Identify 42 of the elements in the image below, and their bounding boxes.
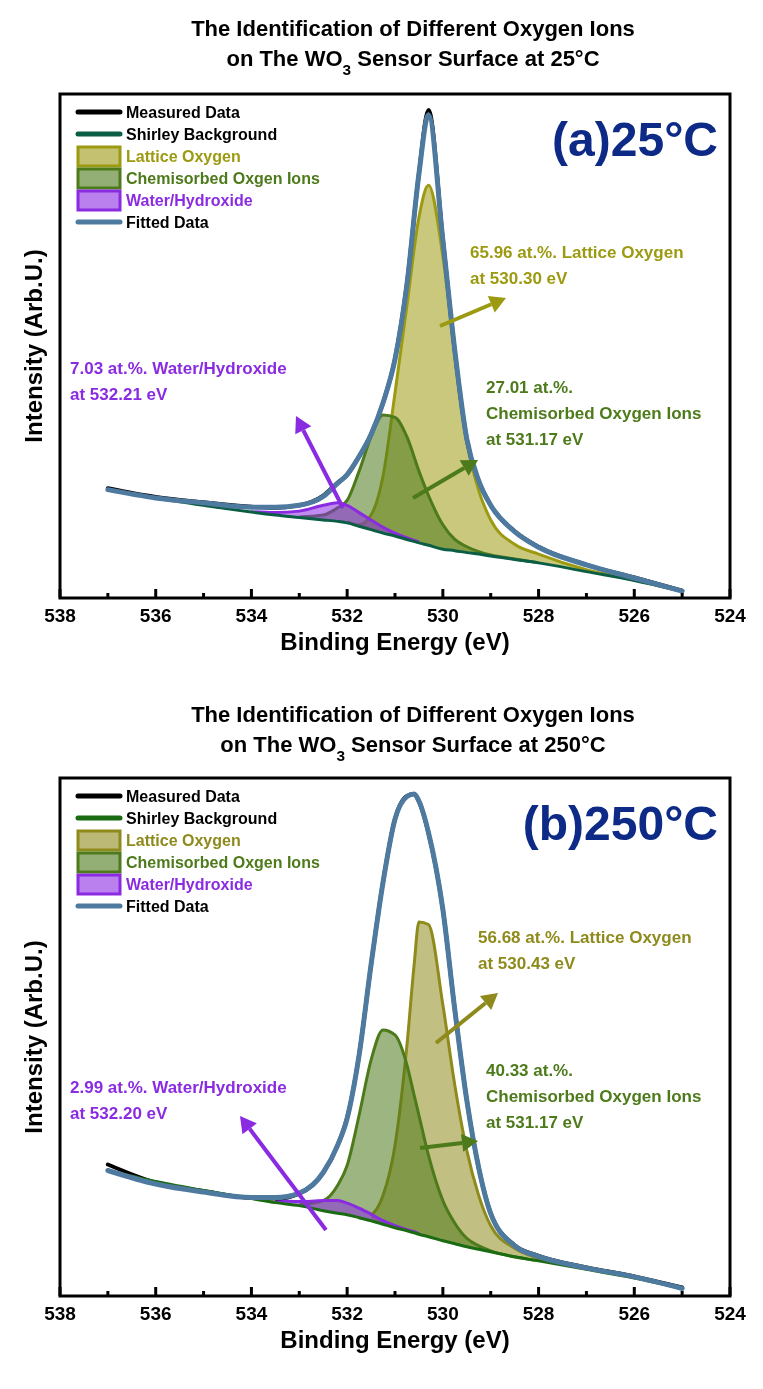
- legend-label: Measured Data: [126, 788, 240, 805]
- legend-label: Fitted Data: [126, 214, 209, 231]
- x-tick-label: 536: [139, 605, 172, 626]
- y-axis-title: Intensity (Arb.U.): [20, 940, 47, 1134]
- x-tick-label: 524: [714, 605, 747, 626]
- x-tick-label: 524: [714, 1303, 747, 1324]
- annotation: 56.68 at.%. Lattice Oxygen at 530.43 eV: [478, 928, 692, 973]
- annotation: 7.03 at.%. Water/Hydroxide at 532.21 eV: [70, 359, 287, 404]
- x-tick-label: 532: [331, 605, 363, 626]
- annotation: 40.33 at.%. Chemisorbed Oxygen Ions at 531.17 eV: [486, 1061, 702, 1132]
- annotation: (b)250°C: [522, 797, 718, 850]
- x-tick-label: 526: [618, 605, 651, 626]
- annotation: (a)25°C: [552, 113, 718, 166]
- x-tick-label: 528: [522, 1303, 555, 1324]
- x-axis-title: Binding Energy (eV): [280, 1326, 510, 1353]
- x-tick-label: 528: [522, 605, 555, 626]
- legend-label: Lattice Oxygen: [126, 148, 241, 165]
- x-tick-label: 538: [44, 1303, 76, 1324]
- legend-label: Fitted Data: [126, 898, 209, 915]
- x-tick-label: 526: [618, 1303, 651, 1324]
- x-axis-title: Binding Energy (eV): [280, 628, 510, 655]
- legend-label: Shirley Background: [126, 126, 278, 143]
- legend-label: Measured Data: [126, 104, 240, 121]
- x-tick-label: 538: [44, 605, 76, 626]
- legend-label: Chemisorbed Oxgen Ions: [126, 170, 320, 187]
- legend-label: Water/Hydroxide: [126, 192, 253, 209]
- chart-title: The Identification of Different Oxygen Ions on The WO$_{3}$ Sensor Surface at 250°C: [191, 702, 635, 764]
- annotation: 65.96 at.%. Lattice Oxygen at 530.30 eV: [470, 243, 684, 288]
- legend-label: Shirley Background: [126, 810, 278, 827]
- y-axis-title: Intensity (Arb.U.): [20, 249, 47, 443]
- x-tick-label: 536: [139, 1303, 172, 1324]
- annotation: 27.01 at.%. Chemisorbed Oxygen Ions at 531.17 eV: [486, 378, 702, 449]
- x-tick-label: 530: [427, 605, 459, 626]
- x-tick-label: 534: [235, 1303, 268, 1324]
- x-tick-label: 532: [331, 1303, 363, 1324]
- legend-label: Water/Hydroxide: [126, 876, 253, 893]
- x-tick-label: 530: [427, 1303, 459, 1324]
- legend-label: Lattice Oxygen: [126, 832, 241, 849]
- x-tick-label: 534: [235, 605, 268, 626]
- chart-title: The Identification of Different Oxygen Ions on The WO$_{3}$ Sensor Surface at 25°C: [191, 16, 635, 78]
- legend-label: Chemisorbed Oxgen Ions: [126, 854, 320, 871]
- annotation: 2.99 at.%. Water/Hydroxide at 532.20 eV: [70, 1078, 287, 1123]
